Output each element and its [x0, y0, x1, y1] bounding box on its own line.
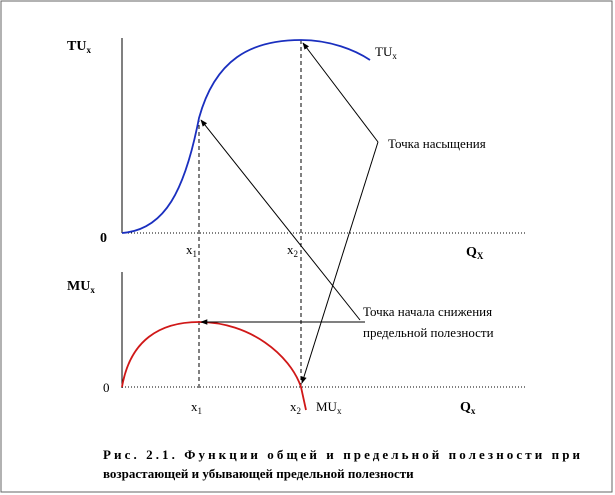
arrow [302, 42, 379, 143]
origin-label: 0 [100, 231, 107, 246]
tick-label: x1 [191, 399, 202, 416]
annotations: Точка насыщения Точка начала снижения пр… [200, 42, 494, 384]
arrow [200, 119, 361, 321]
top-graph: TUx 0 QX TUx x1 x2 [67, 38, 525, 388]
annotation: Точка начала снижения [363, 304, 492, 319]
tu-curve [121, 39, 371, 234]
curve-label: MUx [316, 399, 342, 416]
tick-label: x2 [290, 399, 301, 416]
origin-label: 0 [103, 380, 110, 395]
bottom-graph: MUx 0 Qx MUx x1 x2 [67, 272, 525, 416]
curve-label: TUx [375, 44, 397, 61]
tick-label: x2 [287, 242, 298, 259]
annotation: Точка насыщения [388, 136, 486, 151]
x-label: QX [466, 245, 484, 261]
y-label: MUx [67, 279, 95, 295]
caption: Рис. 2.1. Функции общей и предельной пол… [103, 447, 581, 462]
mu-curve [121, 321, 307, 411]
annotation: предельной полезности [363, 325, 494, 340]
caption: возрастающей и убывающей предельной поле… [103, 466, 414, 481]
tick-label: x1 [186, 242, 197, 259]
x-label: Qx [460, 400, 476, 416]
arrow [301, 141, 379, 384]
y-label: TUx [67, 39, 91, 55]
